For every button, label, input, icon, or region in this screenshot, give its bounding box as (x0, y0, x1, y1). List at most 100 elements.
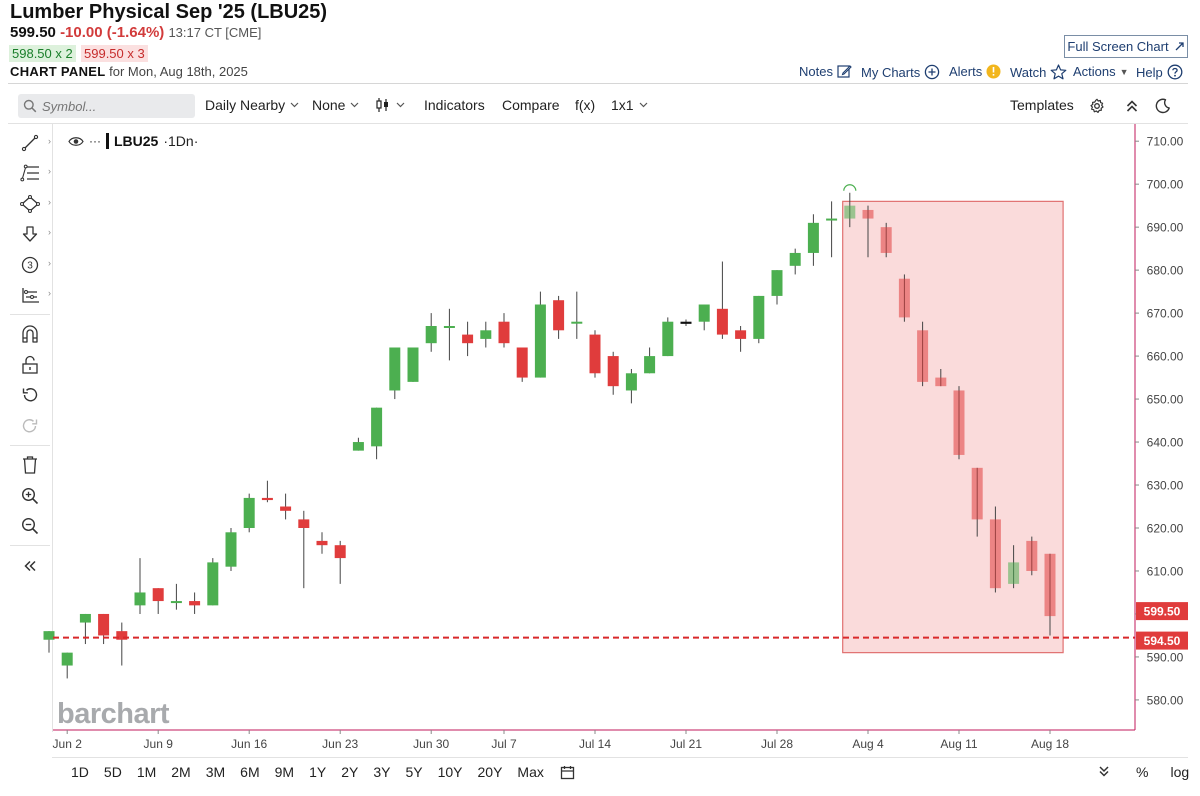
trendline-tool[interactable]: › (18, 132, 51, 154)
calendar-button[interactable] (552, 762, 583, 782)
log-scale-button[interactable]: log (1170, 764, 1190, 780)
scroll-to-end-button[interactable] (1090, 762, 1118, 782)
templates-button[interactable]: Templates (1010, 97, 1074, 113)
actions-menu[interactable]: Actions ▼ (1073, 64, 1129, 79)
chevron-down-icon (290, 102, 299, 108)
page-title: Lumber Physical Sep '25 (LBU25) (10, 1, 328, 23)
compare-button[interactable]: Compare (502, 97, 560, 113)
y-tick-label: 630.00 (1147, 479, 1184, 493)
candle (189, 592, 201, 614)
chevron-right-icon: › (48, 258, 51, 268)
candle-body (534, 304, 546, 378)
expand-icon (1175, 42, 1184, 51)
range-button-max[interactable]: Max (517, 764, 544, 780)
theme-toggle[interactable] (1155, 98, 1171, 114)
range-button-5d[interactable]: 5D (103, 764, 122, 780)
redo-tool[interactable] (18, 415, 42, 437)
candle-body (989, 519, 1001, 589)
range-button-3y[interactable]: 3Y (373, 764, 391, 780)
candle-body (953, 390, 965, 455)
candles-layer (43, 184, 1056, 679)
layout-dropdown[interactable]: 1x1 (611, 97, 648, 113)
range-button-1y[interactable]: 1Y (309, 764, 327, 780)
range-button-6m[interactable]: 6M (240, 764, 260, 780)
range-button-9m[interactable]: 9M (274, 764, 295, 780)
overlay-dropdown[interactable]: None (312, 97, 359, 113)
range-button-5y[interactable]: 5Y (405, 764, 423, 780)
watch-link[interactable]: Watch (1010, 64, 1067, 80)
gear-icon (1090, 98, 1104, 113)
candle-body (625, 373, 637, 391)
eye-icon[interactable] (68, 136, 84, 147)
tool-divider (10, 314, 50, 315)
help-label: Help (1136, 64, 1163, 80)
collapse-button[interactable] (1126, 99, 1138, 113)
undo-tool[interactable] (18, 384, 42, 406)
legend-interval: ·1Dn· (163, 133, 199, 149)
candle-body (898, 278, 910, 318)
range-button-3m[interactable]: 3M (205, 764, 226, 780)
alert-icon (986, 64, 1001, 79)
percent-scale-button[interactable]: % (1136, 764, 1149, 780)
period-dropdown[interactable]: Daily Nearby (205, 97, 299, 113)
indicators-button[interactable]: Indicators (424, 97, 485, 113)
range-button-20y[interactable]: 20Y (477, 764, 503, 780)
settings-button[interactable] (1089, 98, 1105, 114)
candle (571, 291, 583, 339)
shapes-tool[interactable]: › (18, 193, 51, 215)
my-charts-link[interactable]: My Charts (861, 64, 940, 80)
candle (352, 437, 364, 451)
candle-body (735, 330, 747, 339)
chart-type-dropdown[interactable] (375, 97, 405, 113)
caret-down-icon: ▼ (1119, 66, 1129, 77)
delete-tool[interactable] (18, 454, 42, 476)
candle (316, 532, 328, 554)
measure-tool[interactable]: › (18, 284, 51, 306)
range-button-10y[interactable]: 10Y (437, 764, 463, 780)
range-button-2m[interactable]: 2M (171, 764, 191, 780)
collapse-toolbar-button[interactable] (18, 555, 42, 577)
candle-body (116, 631, 128, 640)
y-tick-label: 610.00 (1147, 564, 1184, 578)
candle (771, 270, 783, 305)
x-tick-label: Jun 16 (231, 737, 267, 751)
candle-body (462, 334, 474, 344)
toolbar-divider (8, 123, 1188, 124)
fibonacci-tool[interactable]: › (18, 162, 51, 184)
range-button-1d[interactable]: 1D (71, 764, 89, 780)
alerts-link[interactable]: Alerts (949, 64, 1001, 79)
range-button-1m[interactable]: 1M (136, 764, 157, 780)
numbered-circle-icon: 3 (21, 256, 39, 274)
lock-tool[interactable] (18, 354, 42, 376)
help-link[interactable]: Help (1136, 64, 1183, 80)
arrow-tool[interactable]: › (18, 223, 51, 245)
high-marker (843, 184, 857, 191)
legend-more-icon[interactable]: ··· (89, 134, 101, 148)
symbol-search[interactable] (18, 94, 195, 118)
full-screen-chart-button[interactable]: Full Screen Chart (1064, 35, 1188, 58)
chart-panel-date-text: for Mon, Aug 18th, 2025 (109, 64, 248, 79)
magnet-tool[interactable] (18, 323, 42, 345)
function-button[interactable]: f(x) (575, 97, 596, 113)
notes-label: Notes (799, 64, 833, 79)
candle-body (698, 304, 710, 322)
chart-legend[interactable]: ··· LBU25 ·1Dn· (68, 133, 198, 149)
candle-body (389, 347, 401, 391)
chevron-down-icon (351, 102, 359, 108)
candle-body (1044, 553, 1056, 617)
bid-badge: 598.50 x 2 (9, 45, 76, 62)
watch-label: Watch (1010, 64, 1047, 80)
candle (498, 313, 510, 348)
range-button-2y[interactable]: 2Y (341, 764, 359, 780)
zoom-in-tool[interactable] (18, 485, 42, 507)
zoom-out-tool[interactable] (18, 515, 42, 537)
symbol-input[interactable] (42, 98, 182, 114)
candle (225, 528, 237, 571)
y-tick-label: 640.00 (1147, 436, 1184, 450)
wave-count-tool[interactable]: 3 › (18, 254, 51, 276)
layout-label: 1x1 (611, 97, 634, 113)
candle-body (826, 218, 838, 221)
notes-link[interactable]: Notes (799, 64, 852, 79)
x-tick-label: Jul 7 (491, 737, 517, 751)
